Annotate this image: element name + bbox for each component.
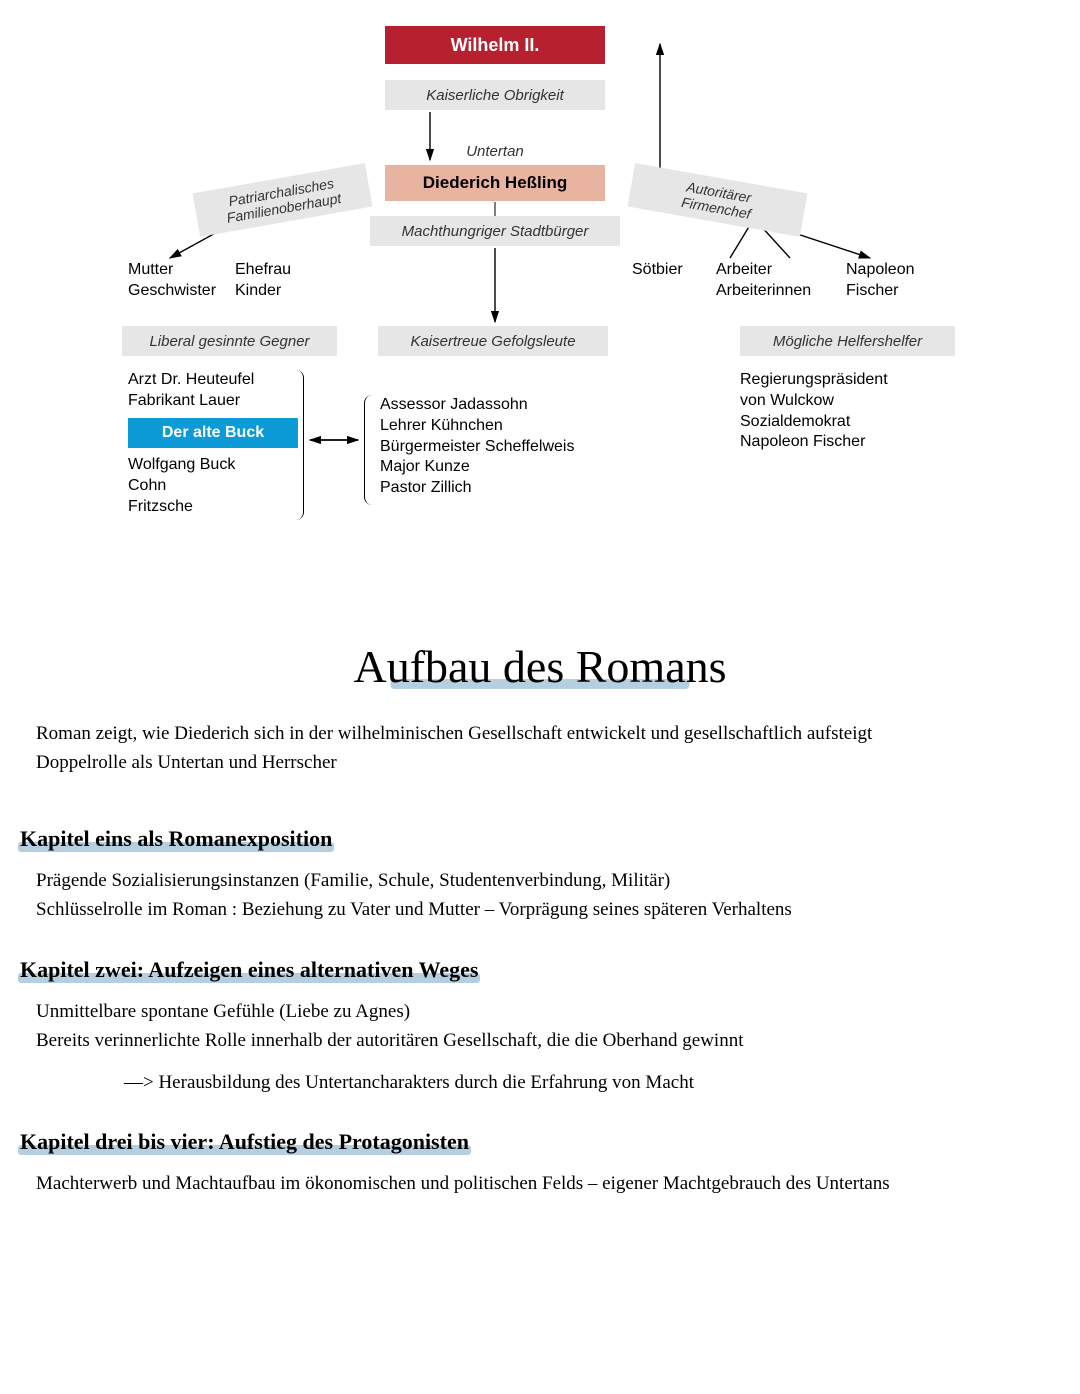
node-liberal: Liberal gesinnte Gegner [122,326,337,356]
label-regier: Regierungspräsident von Wulckow Sozialde… [740,370,888,453]
label-napoleon: Napoleon Fischer [846,260,915,302]
label-mutter: Mutter Geschwister [128,260,216,302]
node-patriarch: Patriarchalisches Familienoberhaupt [193,163,373,237]
node-diederich: Diederich Heßling [385,165,605,201]
body-line: Bereits verinnerlichte Rolle innerhalb d… [36,1026,1044,1055]
body-indent-line: —> Herausbildung des Untertancharakters … [124,1068,1044,1097]
node-label: Kaisertreue Gefolgsleute [410,333,575,350]
body-line: Schlüsselrolle im Roman : Beziehung zu V… [36,895,1044,924]
label-soetbier: Sötbier [632,260,683,281]
node-label: Liberal gesinnte Gegner [149,333,309,350]
section-heading: Kapitel drei bis vier: Aufstieg des Prot… [20,1129,469,1155]
node-kaiserlich: Kaiserliche Obrigkeit [385,80,605,110]
body-line: Prägende Sozialisierungsinstanzen (Famil… [36,866,1044,895]
node-label: Wilhelm II. [451,35,540,56]
node-untertan: Untertan [385,140,605,162]
notes-section: Aufbau des Romans Roman zeigt, wie Diede… [0,640,1080,1213]
label-ehefrau: Ehefrau Kinder [235,260,291,302]
section-body: Machterwerb und Machtaufbau im ökonomisc… [36,1169,1044,1198]
label-wolfgang: Wolfgang Buck Cohn Fritzsche [128,455,235,517]
node-label: Autoritärer Firmenchef [680,178,755,222]
label-arbeiter: Arbeiter Arbeiterinnen [716,260,811,302]
node-label: Machthungriger Stadtbürger [402,223,589,240]
body-line: Unmittelbare spontane Gefühle (Liebe zu … [36,997,1044,1026]
body-line: Machterwerb und Machtaufbau im ökonomisc… [36,1169,1044,1198]
node-label: Diederich Heßling [423,173,568,193]
node-label: Kaiserliche Obrigkeit [426,87,564,104]
brace-left [292,370,304,520]
section-heading: Kapitel zwei: Aufzeigen eines alternativ… [20,957,478,983]
node-alte-buck: Der alte Buck [128,418,298,448]
notes-title: Aufbau des Romans [353,640,726,693]
notes-intro: Roman zeigt, wie Diederich sich in der w… [36,719,1044,778]
section-body: Unmittelbare spontane Gefühle (Liebe zu … [36,997,1044,1097]
intro-line: Doppelrolle als Untertan und Herrscher [36,748,1044,777]
node-helfer: Mögliche Helfershelfer [740,326,955,356]
node-label: Untertan [466,143,524,160]
node-label: Mögliche Helfershelfer [773,333,922,350]
brace-right [364,395,376,505]
section-heading: Kapitel eins als Romanexposition [20,826,332,852]
node-macht: Machthungriger Stadtbürger [370,216,620,246]
label-assessor: Assessor Jadassohn Lehrer Kühnchen Bürge… [380,395,574,499]
node-autoritaer: Autoritärer Firmenchef [628,163,808,237]
section-body: Prägende Sozialisierungsinstanzen (Famil… [36,866,1044,925]
character-diagram: Wilhelm II. Kaiserliche Obrigkeit Untert… [0,0,1080,580]
node-wilhelm: Wilhelm II. [385,26,605,64]
node-label: Patriarchalisches Familienoberhaupt [223,174,343,226]
label-arzt: Arzt Dr. Heuteufel Fabrikant Lauer [128,370,254,412]
node-label: Der alte Buck [162,424,264,442]
node-kaisertreu: Kaisertreue Gefolgsleute [378,326,608,356]
intro-line: Roman zeigt, wie Diederich sich in der w… [36,719,1044,748]
